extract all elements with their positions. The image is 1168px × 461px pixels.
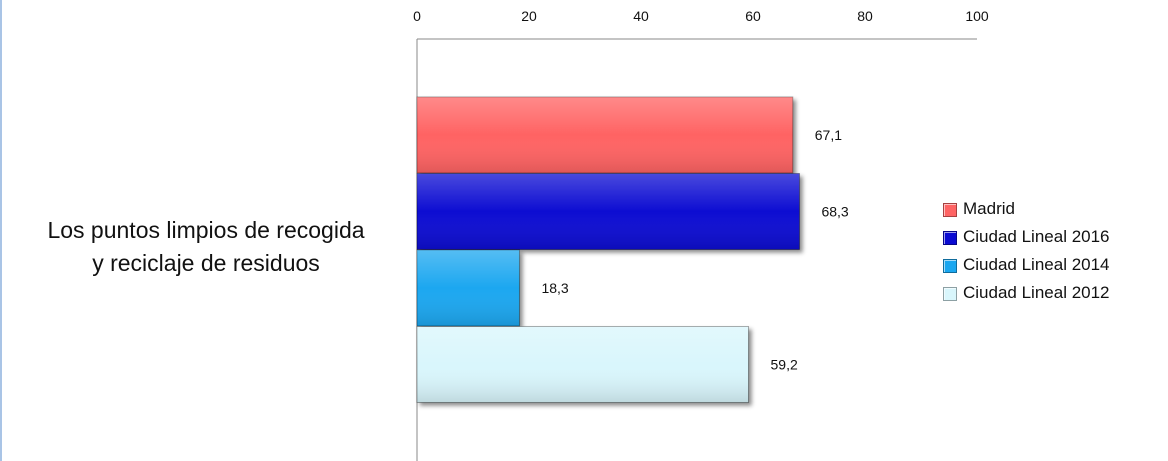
bar-sheen-madrid: [417, 97, 793, 173]
bar-sheen-ciudad-lineal-2016: [417, 173, 800, 250]
legend: Madrid Ciudad Lineal 2016 Ciudad Lineal …: [943, 196, 1110, 308]
x-tick-label-80: 80: [857, 8, 873, 24]
legend-swatch-ciudad-lineal-2014: [943, 258, 957, 273]
x-tick-label-100: 100: [965, 8, 989, 24]
legend-label-ciudad-lineal-2014: Ciudad Lineal 2014: [963, 255, 1110, 274]
legend-label-madrid: Madrid: [963, 199, 1015, 218]
frame-edge: [0, 0, 2, 461]
x-tick-label-60: 60: [745, 8, 761, 24]
legend-item-ciudad-lineal-2016: Ciudad Lineal 2016: [943, 224, 1110, 252]
bar-sheen-ciudad-lineal-2014: [417, 250, 520, 326]
legend-swatch-ciudad-lineal-2012: [943, 286, 957, 301]
bar-sheen-ciudad-lineal-2012: [417, 326, 749, 403]
x-tick-label-40: 40: [633, 8, 649, 24]
legend-item-madrid: Madrid: [943, 196, 1110, 224]
legend-label-ciudad-lineal-2012: Ciudad Lineal 2012: [963, 283, 1110, 302]
data-label-madrid: 67,1: [815, 127, 842, 143]
legend-swatch-ciudad-lineal-2016: [943, 230, 957, 245]
legend-swatch-madrid: [943, 202, 957, 217]
data-label-ciudad-lineal-2016: 68,3: [821, 204, 848, 220]
legend-item-ciudad-lineal-2012: Ciudad Lineal 2012: [943, 280, 1110, 308]
data-label-ciudad-lineal-2012: 59,2: [771, 357, 798, 373]
x-tick-label-20: 20: [521, 8, 537, 24]
category-label: Los puntos limpios de recogida y recicla…: [14, 214, 398, 280]
data-label-ciudad-lineal-2014: 18,3: [541, 280, 568, 296]
x-tick-label-0: 0: [413, 8, 421, 24]
category-label-line1: Los puntos limpios de recogida: [47, 217, 365, 243]
category-label-line2: y reciclaje de residuos: [92, 250, 320, 276]
legend-item-ciudad-lineal-2014: Ciudad Lineal 2014: [943, 252, 1110, 280]
legend-label-ciudad-lineal-2016: Ciudad Lineal 2016: [963, 227, 1110, 246]
